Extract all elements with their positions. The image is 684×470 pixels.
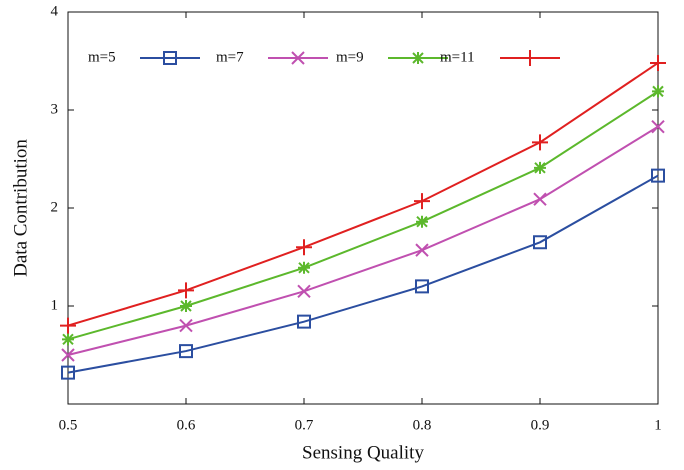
x-tick-label: 0.6 [177, 417, 196, 433]
data-point [533, 192, 547, 206]
data-point [533, 235, 547, 250]
data-point [650, 54, 666, 71]
data-point [178, 282, 194, 299]
x-tick-label: 1 [654, 417, 662, 433]
y-tick-label: 2 [51, 199, 59, 215]
data-point [61, 365, 75, 380]
data-point [61, 348, 75, 362]
legend-label: m=5 [88, 49, 116, 65]
data-point [651, 119, 665, 134]
legend-marker [412, 52, 424, 64]
series-line [67, 90, 659, 341]
legend-label: m=9 [336, 49, 364, 65]
legend-marker [522, 50, 538, 66]
plot-frame [67, 11, 659, 405]
y-tick-label: 3 [51, 101, 59, 117]
data-point [298, 261, 310, 274]
data-point [180, 300, 192, 312]
legend-label: m=11 [440, 49, 475, 65]
x-tick-label: 0.7 [295, 417, 314, 433]
data-point [651, 168, 665, 183]
x-tick-label: 0.5 [59, 417, 78, 433]
y-tick-label: 4 [51, 3, 59, 19]
legend-marker [291, 51, 305, 65]
data-point [179, 318, 193, 333]
data-point [62, 333, 74, 346]
x-tick-label: 0.9 [531, 417, 550, 433]
legend-marker [163, 51, 177, 65]
data-point [414, 193, 430, 210]
data-point [297, 314, 311, 329]
legend-label: m=7 [216, 49, 244, 65]
data-point [296, 239, 312, 256]
data-point [652, 85, 664, 98]
data-point [532, 134, 548, 151]
data-point [534, 161, 546, 174]
series-line [67, 125, 659, 356]
series-line [67, 174, 659, 374]
data-point [415, 279, 429, 294]
data-point [60, 317, 76, 334]
y-axis-title: Data Contribution [10, 139, 31, 277]
data-point [416, 215, 428, 228]
x-axis-title: Sensing Quality [302, 442, 424, 463]
data-point [179, 344, 193, 359]
y-tick-label: 1 [51, 297, 59, 313]
data-point [415, 243, 429, 257]
series-line [67, 62, 659, 327]
x-tick-label: 0.8 [413, 417, 432, 433]
data-point [297, 284, 311, 299]
